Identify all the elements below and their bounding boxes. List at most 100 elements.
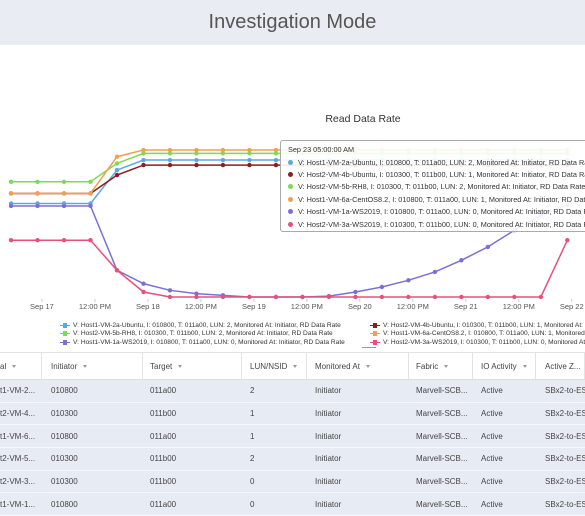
column-header[interactable]: Target	[143, 353, 242, 379]
tooltip: Sep 23 05:00:00 AM V: Host1-VM-2a-Ubuntu,…	[280, 140, 585, 232]
column-header[interactable]: Initiator	[42, 353, 143, 379]
legend-swatch	[60, 331, 70, 337]
table-cell: Marvell-SCB...	[416, 431, 468, 441]
table-cell: SBx2-to-ES	[545, 477, 585, 487]
data-point	[512, 294, 517, 300]
tooltip-marker	[288, 196, 293, 202]
data-point	[35, 191, 40, 196]
data-point	[141, 162, 146, 168]
legend-label: V: Host2-VM-5b-RH8, I: 010300, T: 011b00…	[73, 330, 333, 338]
column-header[interactable]: al	[0, 353, 42, 379]
legend-item[interactable]: V: Host2-VM-5b-RH8, I: 010300, T: 011b00…	[60, 330, 370, 339]
data-point	[406, 278, 411, 283]
tooltip-title: Sep 23 05:00:00 AM	[288, 145, 355, 154]
table-cell: 011a00	[150, 431, 177, 441]
tooltip-marker	[288, 172, 293, 178]
data-point	[8, 203, 14, 209]
table-row[interactable]: t2-VM-5... 010300 011b00 2 Initiator Marvell-…	[0, 448, 585, 471]
legend-marker	[63, 331, 67, 337]
legend-swatch	[60, 339, 70, 345]
x-tick-label: Sep 18	[136, 302, 160, 311]
table-cell: t2-VM-3...	[0, 477, 36, 487]
legend-item[interactable]: V: Host2-VM-4b-Ubuntu, I: 010300, T: 011…	[370, 321, 585, 330]
table-cell: Active	[481, 386, 503, 396]
data-point	[220, 162, 226, 168]
table-row[interactable]: t1-VM-6... 010800 011a00 1 Initiator Marvell-…	[0, 425, 585, 449]
data-point	[141, 147, 146, 153]
data-point	[247, 162, 252, 168]
column-header[interactable]: Fabric	[409, 353, 473, 379]
legend-item[interactable]: V: Host1-VM-6a-CentOS8.2, I: 010800, T: …	[370, 330, 585, 339]
data-point	[167, 151, 173, 156]
table: al Initiator Target LUN/NSID Monitored At Fab…	[0, 352, 585, 516]
x-tick-label: Sep 19	[242, 302, 266, 311]
table-cell: Initiator	[315, 409, 342, 419]
tooltip-marker	[288, 184, 293, 190]
data-point	[379, 284, 385, 290]
table-row[interactable]: t2-VM-4... 010300 011b00 1 Initiator Marvell-…	[0, 402, 585, 426]
table-cell: 011a00	[150, 499, 177, 509]
table-cell: 0	[250, 477, 255, 487]
data-point	[459, 294, 464, 300]
data-point	[353, 289, 358, 295]
column-header[interactable]: LUN/NSID	[242, 353, 307, 379]
legend-label: V: Host2-VM-4b-Ubuntu, I: 010300, T: 011…	[383, 321, 585, 329]
legend-item[interactable]: V: Host1-VM-1a-WS2019, I: 010800, T: 011…	[60, 338, 370, 347]
data-point	[114, 161, 120, 166]
table-cell: Marvell-SCB...	[416, 499, 468, 509]
column-header[interactable]: Monitored At	[307, 353, 409, 379]
tooltip-item: V: Host2-VM-3a-WS2019, I: 010300, T: 011…	[288, 218, 585, 230]
tooltip-item: V: Host2-VM-4b-Ubuntu, I: 010300, T: 011…	[288, 168, 585, 180]
data-point	[35, 203, 40, 209]
column-header[interactable]: IO Activity	[473, 353, 536, 379]
table-cell: Marvell-SCB...	[416, 409, 468, 419]
table-cell: 010800	[51, 499, 78, 509]
table-cell: 0	[250, 499, 255, 509]
tooltip-text: V: Host1-VM-1a-WS2019, I: 010800, T: 011…	[298, 207, 585, 217]
data-point	[273, 151, 279, 156]
data-point	[194, 294, 199, 300]
data-point	[114, 172, 120, 178]
data-point	[247, 157, 252, 163]
table-cell: 010800	[51, 431, 78, 441]
table-cell: Initiator	[315, 386, 342, 396]
table-cell: 2	[250, 386, 255, 396]
table-cell: t1-VM-1...	[0, 499, 36, 509]
x-tick-label: Sep 17	[30, 302, 54, 311]
data-point	[194, 162, 199, 168]
data-point	[565, 238, 570, 243]
tooltip-text: V: Host1-VM-6a-CentOS8.2, I: 010800, T: …	[298, 194, 585, 204]
data-point	[273, 162, 279, 168]
table-cell: 010300	[51, 409, 78, 419]
column-header[interactable]: Active Z...	[536, 353, 585, 379]
table-cell: 2	[250, 454, 255, 464]
data-point	[194, 151, 199, 156]
legend-item[interactable]: V: Host1-VM-2a-Ubuntu, I: 010800, T: 011…	[60, 321, 370, 330]
x-tick-label: Sep 21	[454, 302, 478, 311]
tooltip-text: V: Host1-VM-2a-Ubuntu, I: 010800, T: 011…	[298, 157, 585, 167]
data-point	[114, 268, 120, 273]
legend-label: V: Host1-VM-2a-Ubuntu, I: 010800, T: 011…	[73, 321, 341, 329]
table-cell: Active	[481, 499, 503, 509]
table-cell: 011a00	[150, 386, 177, 396]
table-cell: Active	[481, 454, 503, 464]
table-row[interactable]: t2-VM-3... 010300 011b00 0 Initiator Marvell-…	[0, 470, 585, 494]
table-row[interactable]: t1-VM-1... 010800 011a00 0 Initiator Marvell-…	[0, 493, 585, 516]
data-point	[167, 147, 173, 153]
data-point	[485, 294, 491, 300]
table-cell: Marvell-SCB...	[416, 454, 468, 464]
data-point	[273, 147, 279, 153]
data-point	[432, 294, 438, 300]
tooltip-marker	[288, 221, 293, 227]
data-point	[35, 179, 40, 184]
table-row[interactable]: t1-VM-2... 010800 011a00 2 Initiator Marvell-…	[0, 380, 585, 403]
data-point	[167, 294, 173, 300]
table-cell: SBx2-to-ES	[545, 499, 585, 509]
x-tick-label: 12:00 PM	[291, 302, 323, 311]
data-point	[379, 294, 385, 300]
legend-item[interactable]: V: Host2-VM-3a-WS2019, I: 010300, T: 011…	[370, 338, 585, 347]
data-point	[406, 294, 411, 300]
x-tick-label: Sep 20	[348, 302, 372, 311]
data-point	[114, 154, 120, 159]
